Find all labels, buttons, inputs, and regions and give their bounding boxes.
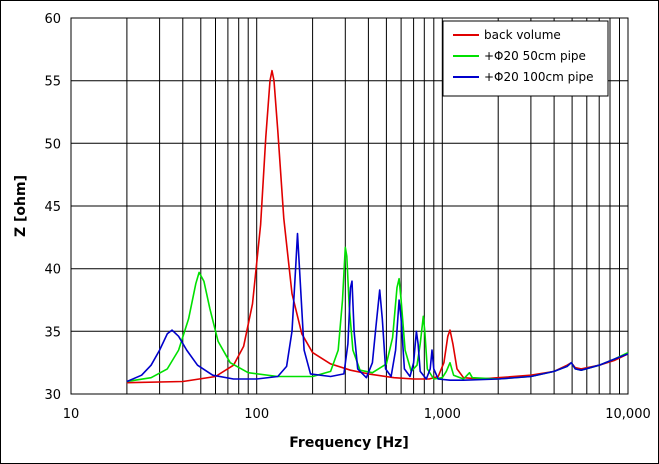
grid bbox=[71, 18, 628, 394]
x-axis-label: Frequency [Hz] bbox=[289, 435, 408, 451]
series-line bbox=[126, 232, 629, 383]
legend-label: +Φ20 100cm pipe bbox=[484, 70, 594, 84]
legend-label: back volume bbox=[484, 28, 561, 42]
y-tick-label: 45 bbox=[44, 200, 61, 215]
series-line bbox=[126, 69, 629, 384]
legend-box bbox=[442, 20, 609, 97]
y-tick-label: 50 bbox=[44, 137, 61, 152]
legend-label: +Φ20 50cm pipe bbox=[484, 49, 586, 63]
legend: back volume +Φ20 50cm pipe +Φ20 100cm pipe bbox=[442, 20, 609, 97]
x-tick-label: 10 bbox=[63, 407, 80, 422]
y-tick-label: 40 bbox=[44, 263, 61, 278]
series-layer bbox=[126, 69, 629, 384]
y-tick-label: 35 bbox=[44, 325, 61, 340]
x-tick-label: 100 bbox=[244, 407, 269, 422]
x-tick-label: 10,000 bbox=[605, 407, 651, 422]
y-axis-label: Z [ohm] bbox=[13, 175, 29, 237]
tick-labels: 10 100 1,000 10,000 30 35 40 45 50 55 60 bbox=[44, 12, 650, 422]
y-tick-label: 55 bbox=[44, 75, 61, 90]
y-tick-label: 60 bbox=[44, 12, 61, 27]
plot-area-border bbox=[70, 17, 629, 395]
x-tick-label: 1,000 bbox=[424, 407, 461, 422]
y-tick-label: 30 bbox=[44, 388, 61, 403]
